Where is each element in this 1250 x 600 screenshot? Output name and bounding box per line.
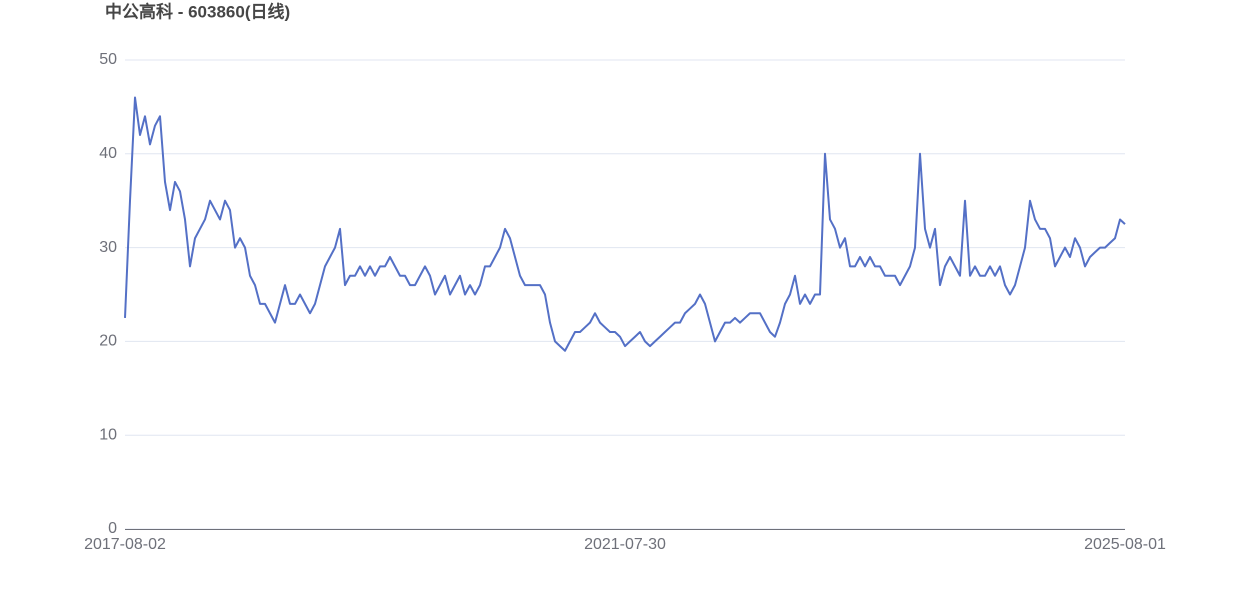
y-tick-label: 50 xyxy=(99,51,117,68)
y-tick-label: 10 xyxy=(99,426,117,443)
chart-title: 中公高科 - 603860(日线) xyxy=(105,1,290,21)
y-tick-label: 40 xyxy=(99,145,117,162)
y-tick-label: 30 xyxy=(99,239,117,256)
x-tick-label: 2017-08-02 xyxy=(84,536,166,553)
x-tick-label: 2021-07-30 xyxy=(584,536,666,553)
y-tick-label: 0 xyxy=(108,520,117,537)
y-tick-label: 20 xyxy=(99,333,117,350)
x-tick-label: 2025-08-01 xyxy=(1084,536,1166,553)
price-line xyxy=(124,96,1126,352)
